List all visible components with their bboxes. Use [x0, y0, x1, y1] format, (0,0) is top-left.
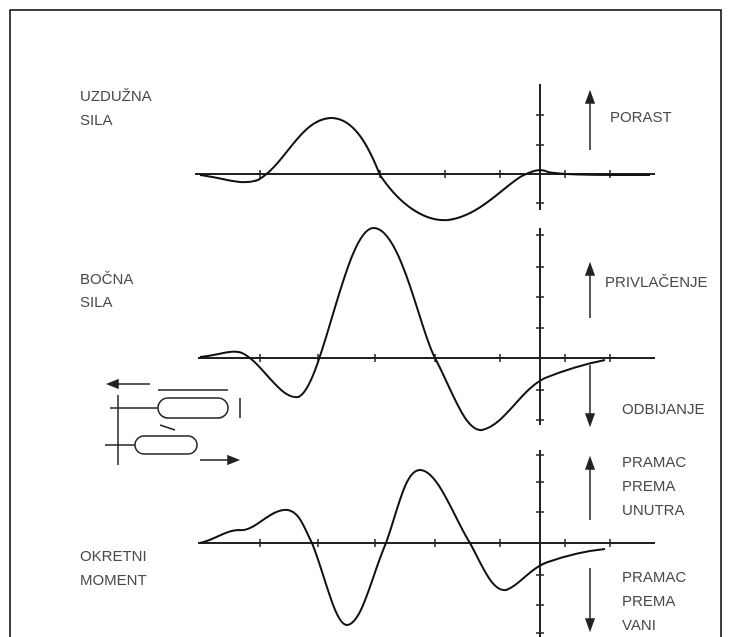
direction-label: UNUTRA: [622, 502, 685, 519]
frame: [9, 9, 722, 637]
panel-label: SILA: [80, 112, 113, 129]
direction-label: PREMA: [622, 593, 675, 610]
panel-label: BOČNA: [80, 271, 133, 288]
panel-label: SILA: [80, 294, 113, 311]
model-sketch: [105, 378, 241, 466]
direction-label: PRAMAC: [622, 454, 686, 471]
panel-label: OKRETNI: [80, 548, 147, 565]
panel-label: MOMENT: [80, 572, 147, 589]
curves: [199, 116, 651, 627]
panel-label: UZDUŽNA: [80, 88, 152, 105]
direction-label: ODBIJANJE: [622, 401, 705, 418]
direction-arrows: [584, 89, 596, 633]
direction-label: PRAMAC: [622, 569, 686, 586]
direction-label: PORAST: [610, 109, 672, 126]
axes: [195, 84, 655, 637]
direction-label: VANI: [622, 617, 656, 634]
direction-label: PRIVLAČENJE: [605, 274, 708, 291]
direction-label: PREMA: [622, 478, 675, 495]
